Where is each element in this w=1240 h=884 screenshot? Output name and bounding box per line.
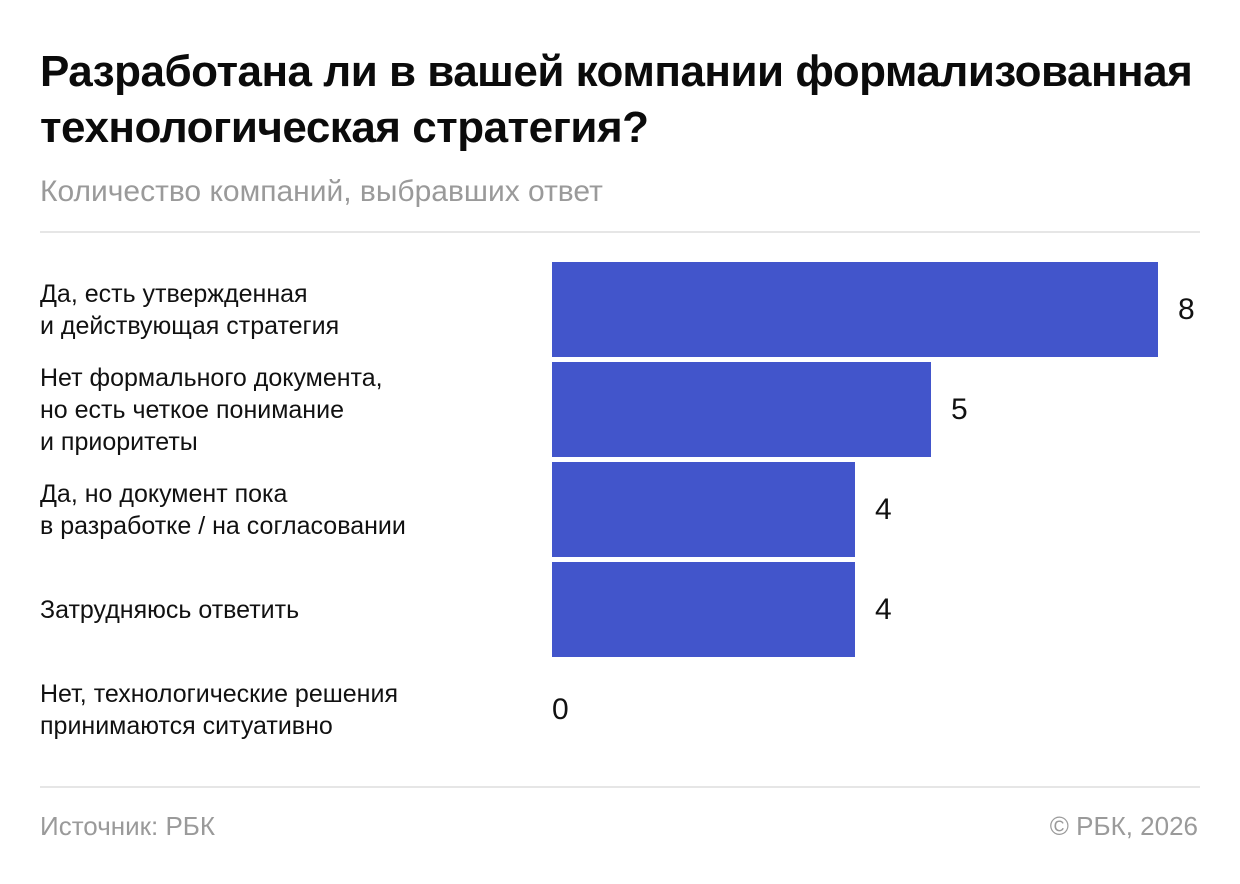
- bar: [552, 262, 1158, 357]
- data-label: 4: [875, 592, 892, 626]
- chart-title: Разработана ли в вашей компании формализ…: [40, 47, 1193, 152]
- data-label: 4: [875, 492, 892, 526]
- top-divider: [40, 231, 1200, 233]
- copyright-note: © РБК, 2026: [1049, 811, 1198, 841]
- bottom-divider: [40, 786, 1200, 788]
- bar: [552, 362, 931, 457]
- source-note: Источник: РБК: [40, 811, 215, 841]
- data-label: 0: [552, 692, 569, 726]
- category-label: Нет формального документа, но есть четко…: [40, 363, 383, 456]
- chart-subtitle: Количество компаний, выбравших ответ: [40, 175, 603, 208]
- data-label: 5: [951, 392, 968, 426]
- bar: [552, 462, 855, 557]
- category-label: Затрудняюсь ответить: [40, 595, 300, 624]
- bar: [552, 562, 855, 657]
- category-label: Нет, технологические решения принимаются…: [40, 679, 398, 740]
- category-label: Да, есть утвержденная и действующая стра…: [40, 279, 340, 340]
- data-label: 8: [1178, 292, 1195, 326]
- category-label: Да, но документ пока в разработке / на с…: [40, 479, 406, 540]
